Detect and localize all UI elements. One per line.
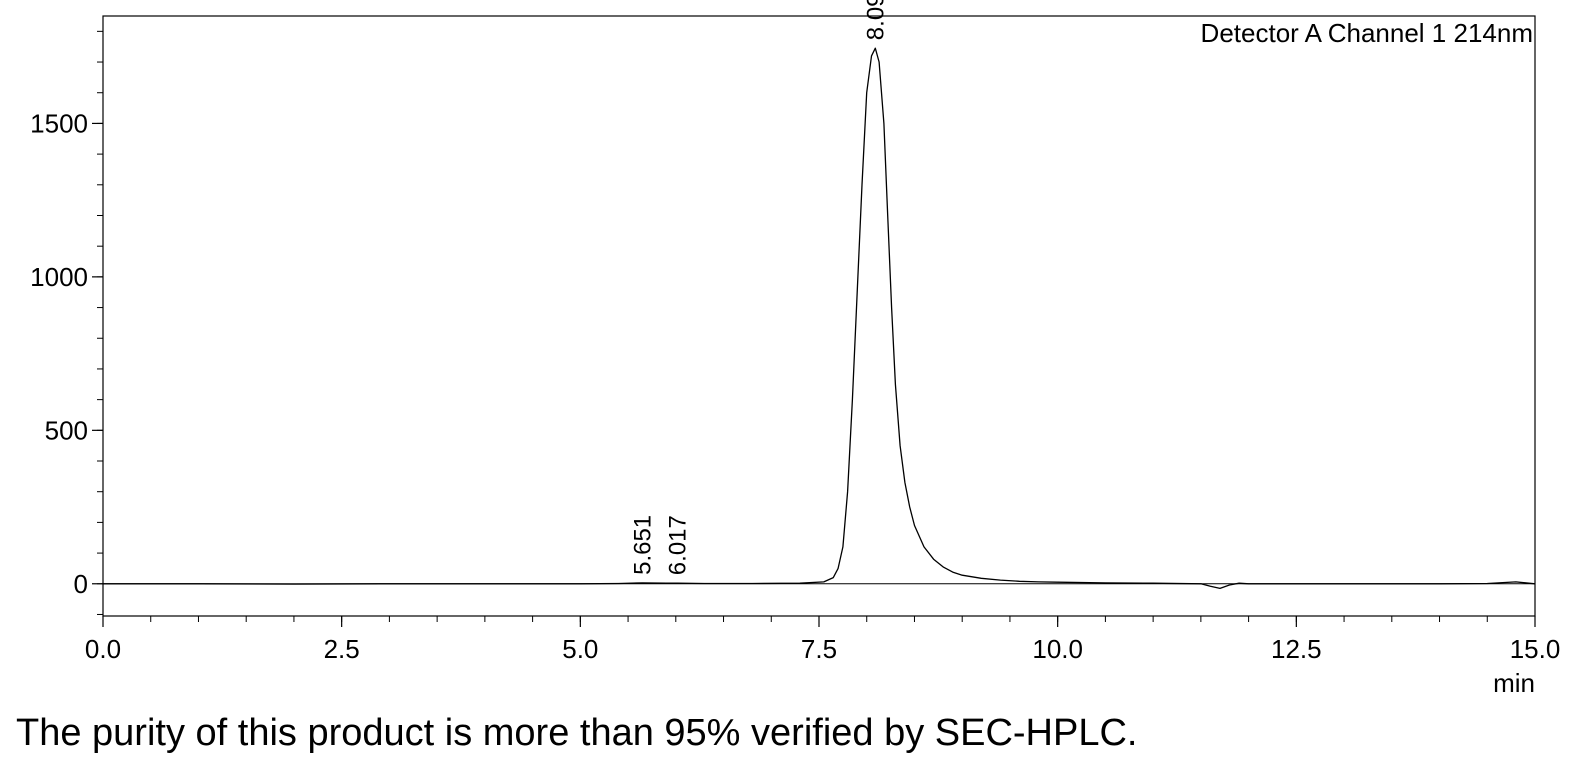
y-axis: 0 500 1000 1500 bbox=[30, 30, 1535, 615]
y-tick-label: 1000 bbox=[30, 262, 88, 292]
x-tick-label: 5.0 bbox=[562, 634, 598, 664]
x-axis: 0.0 2.5 5.0 7.5 10.0 12.5 15.0 bbox=[85, 616, 1560, 664]
detector-label: Detector A Channel 1 214nm bbox=[1201, 18, 1533, 48]
chromatogram-chart: 0.0 2.5 5.0 7.5 10.0 12.5 15.0 0 500 1000 1500 5.… bbox=[30, 0, 1560, 698]
peak-label: 5.651 bbox=[630, 515, 657, 575]
x-tick-label: 12.5 bbox=[1271, 634, 1322, 664]
peak-label: 8.090 bbox=[862, 0, 889, 40]
y-tick-label: 1500 bbox=[30, 108, 88, 138]
plot-border bbox=[102, 15, 1536, 617]
x-tick-label: 2.5 bbox=[324, 634, 360, 664]
y-tick-label: 500 bbox=[45, 415, 88, 445]
peak-label: 6.017 bbox=[664, 515, 691, 575]
purity-caption: The purity of this product is more than … bbox=[16, 712, 1138, 754]
x-unit-label: min bbox=[1493, 668, 1535, 698]
x-tick-label: 10.0 bbox=[1032, 634, 1083, 664]
x-tick-label: 15.0 bbox=[1510, 634, 1561, 664]
plot-frame bbox=[102, 15, 1536, 617]
series-layer bbox=[103, 47, 1536, 590]
y-tick-label: 0 bbox=[74, 569, 88, 599]
chromatogram-trace bbox=[103, 47, 1536, 590]
peak-labels: 5.651 6.017 8.090 bbox=[630, 0, 890, 575]
x-tick-label: 0.0 bbox=[85, 634, 121, 664]
x-tick-label: 7.5 bbox=[801, 634, 837, 664]
